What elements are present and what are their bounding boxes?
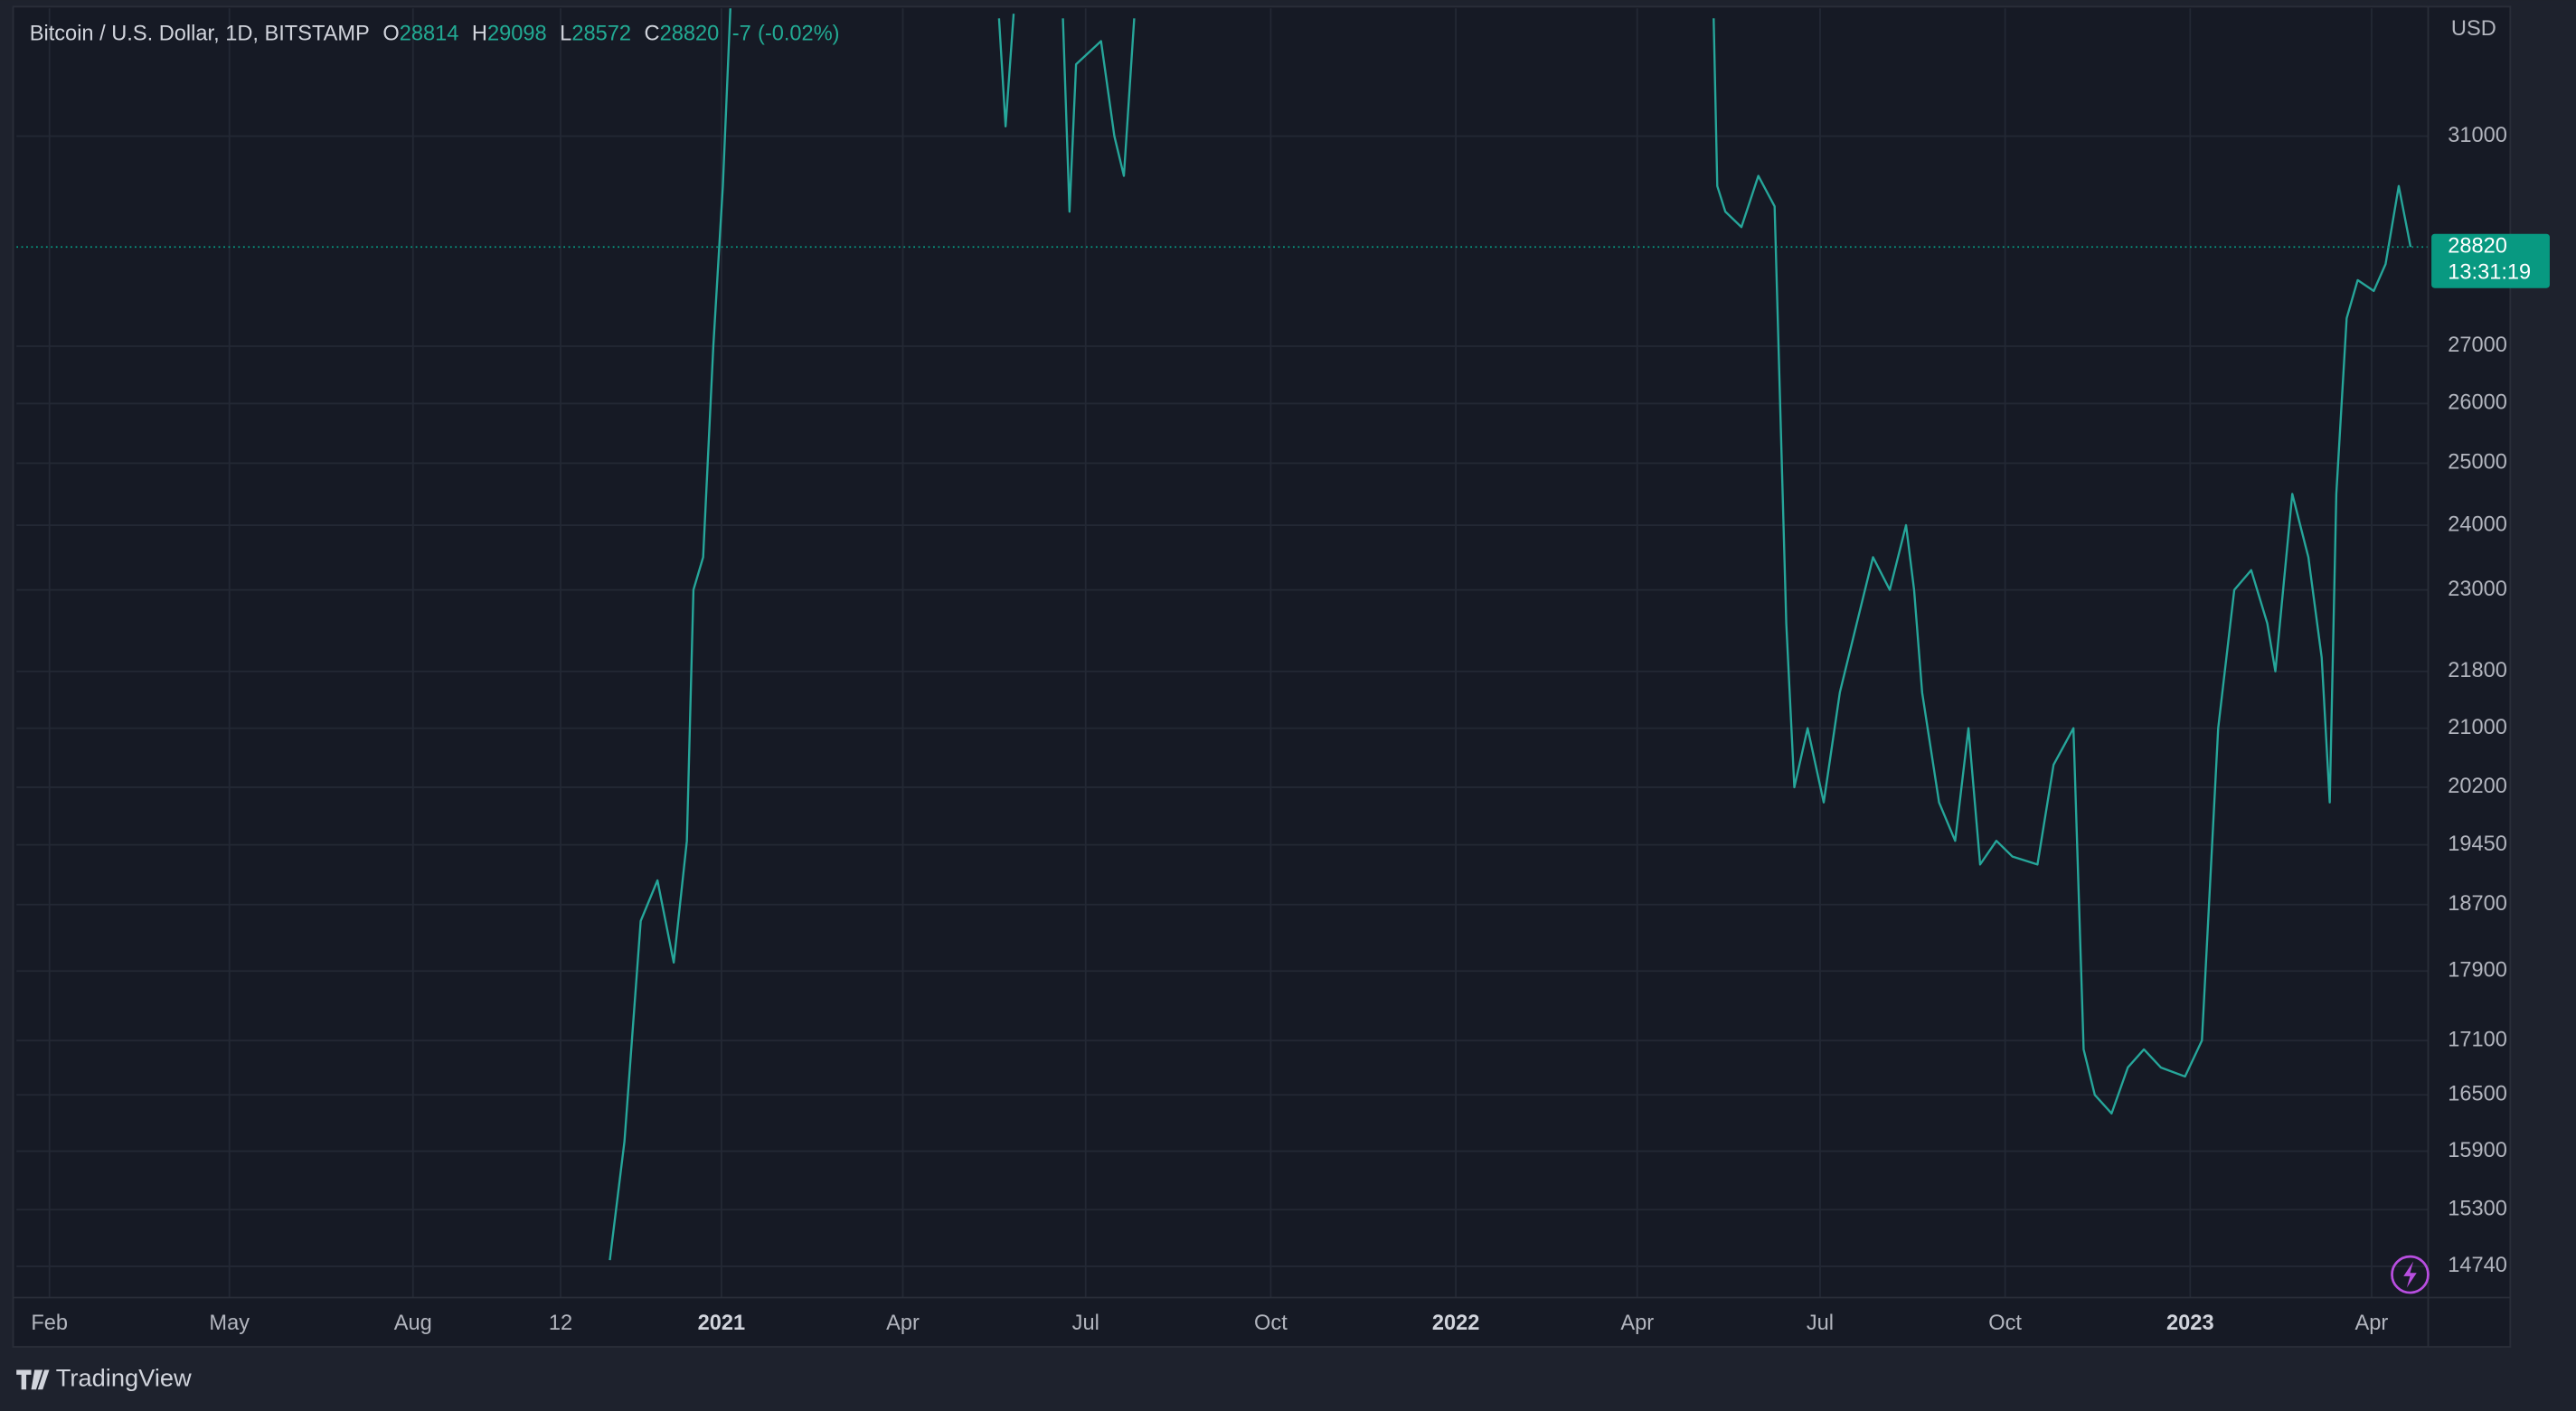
- ohlc-key: C: [645, 23, 660, 46]
- x-tick-label: Apr: [1620, 1312, 1654, 1335]
- price-tag-value: 28820: [2448, 235, 2507, 259]
- x-tick-label: Feb: [31, 1312, 68, 1335]
- change-value: -7: [732, 23, 751, 46]
- y-tick-label: 23000: [2448, 578, 2507, 601]
- y-tick-label: 25000: [2448, 451, 2507, 475]
- x-tick-label: Apr: [2355, 1312, 2389, 1335]
- x-tick-label: 12: [549, 1312, 572, 1335]
- y-tick-label: 15900: [2448, 1139, 2507, 1162]
- x-tick-label: 2021: [698, 1312, 746, 1335]
- x-tick-label: Oct: [1988, 1312, 2022, 1335]
- x-tick-label: Jul: [1807, 1312, 1834, 1335]
- price-tag-box: [2431, 233, 2550, 288]
- y-tick-label: 24000: [2448, 513, 2507, 536]
- y-tick-label: 14740: [2448, 1254, 2507, 1277]
- ohlc-key: O: [382, 23, 399, 46]
- symbol-name: Bitcoin / U.S. Dollar, 1D, BITSTAMP: [30, 23, 370, 46]
- x-tick-label: Apr: [886, 1312, 920, 1335]
- legend-header[interactable]: Bitcoin / U.S. Dollar, 1D, BITSTAMP O2881…: [30, 23, 840, 46]
- y-tick-label: 21800: [2448, 659, 2507, 682]
- y-tick-label: 27000: [2448, 334, 2507, 357]
- change-percent: (-0.02%): [758, 23, 840, 46]
- ohlc-value: 28820: [660, 23, 720, 46]
- ohlc-value: 29098: [487, 23, 547, 46]
- price-tag-countdown: 13:31:19: [2448, 261, 2531, 285]
- ohlc-value: 28814: [400, 23, 459, 46]
- chart-panel: [12, 5, 2512, 1348]
- brand-name: TradingView: [56, 1364, 192, 1392]
- y-tick-label: 16500: [2448, 1082, 2507, 1105]
- y-tick-label: 18700: [2448, 892, 2507, 916]
- grid: [16, 8, 2429, 1298]
- ohlc-value: 28572: [571, 23, 631, 46]
- plot: [16, 8, 2429, 1261]
- y-tick-label: 20200: [2448, 775, 2507, 798]
- x-tick-label: 2022: [1432, 1312, 1480, 1335]
- lightning-button[interactable]: [2391, 1255, 2430, 1294]
- lightning-icon: [2403, 1261, 2417, 1288]
- x-tick-label: Jul: [1072, 1312, 1099, 1335]
- price-line: [609, 8, 2412, 1261]
- x-tick-label: Oct: [1254, 1312, 1288, 1335]
- axes: 14740 15300 15900 16500 17100 17900 18700 19450…: [31, 124, 2507, 1335]
- y-tick-label: 17100: [2448, 1028, 2507, 1051]
- x-tick-label: 2023: [2166, 1312, 2214, 1335]
- x-tick-label: May: [209, 1312, 250, 1335]
- ohlc-key: H: [472, 23, 487, 46]
- y-tick-label: 26000: [2448, 391, 2507, 415]
- currency-label: USD: [2451, 17, 2496, 41]
- y-tick-label: 17900: [2448, 959, 2507, 983]
- y-tick-label: 31000: [2448, 124, 2507, 147]
- ohlc-key: L: [560, 23, 571, 46]
- y-tick-label: 19450: [2448, 832, 2507, 856]
- x-tick-label: Aug: [394, 1312, 432, 1335]
- y-tick-label: 15300: [2448, 1197, 2507, 1220]
- y-tick-label: 21000: [2448, 716, 2507, 739]
